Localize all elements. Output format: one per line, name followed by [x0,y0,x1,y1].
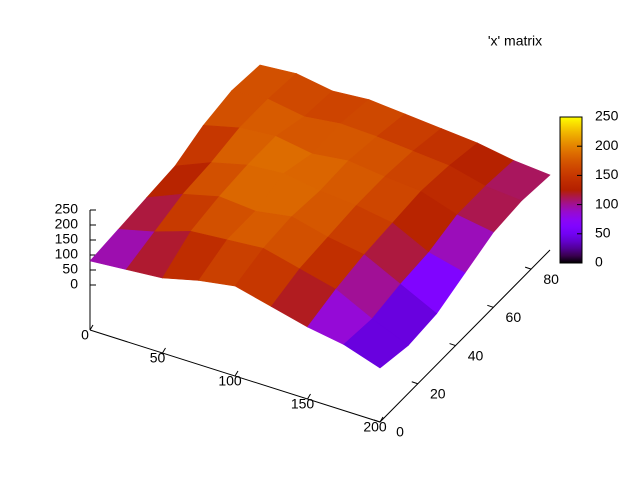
colorbar-tick-label: 150 [595,166,619,182]
z-tick-label: 100 [55,246,79,262]
x-tick [234,370,239,377]
colorbar-tick-label: 100 [595,195,619,211]
colorbar-tick-label: 250 [595,108,619,124]
colorbar-tick-label: 200 [595,137,619,153]
y-tick [411,381,418,385]
y-tick [487,304,494,308]
colorbar-tick-label: 0 [595,254,603,270]
y-tick [373,419,381,423]
x-tick-label: 200 [363,419,387,435]
y-tick [449,343,456,347]
y-tick-label: 60 [506,309,522,325]
z-tick-label: 250 [55,201,79,217]
x-tick [307,393,311,400]
y-tick-label: 20 [430,385,446,401]
y-tick-label: 0 [396,424,404,440]
surface-cell [343,318,409,369]
y-tick-label: 80 [543,271,559,287]
x-tick-label: 150 [291,396,315,412]
x-tick [162,347,166,354]
y-tick [524,266,532,270]
x-tick [89,324,94,331]
z-tick-label: 0 [70,276,78,292]
x-tick-label: 100 [218,373,242,389]
y-tick-label: 40 [468,347,484,363]
x-tick-label: 50 [150,350,166,366]
x-tick-label: 0 [81,327,89,343]
z-tick-label: 50 [62,261,78,277]
colorbar-tick-label: 50 [595,225,611,241]
colorbar [559,116,583,264]
x-tick [379,416,384,423]
z-tick-label: 200 [55,216,79,232]
chart-title: 'x' matrix [488,33,542,49]
z-tick-label: 150 [55,231,79,247]
